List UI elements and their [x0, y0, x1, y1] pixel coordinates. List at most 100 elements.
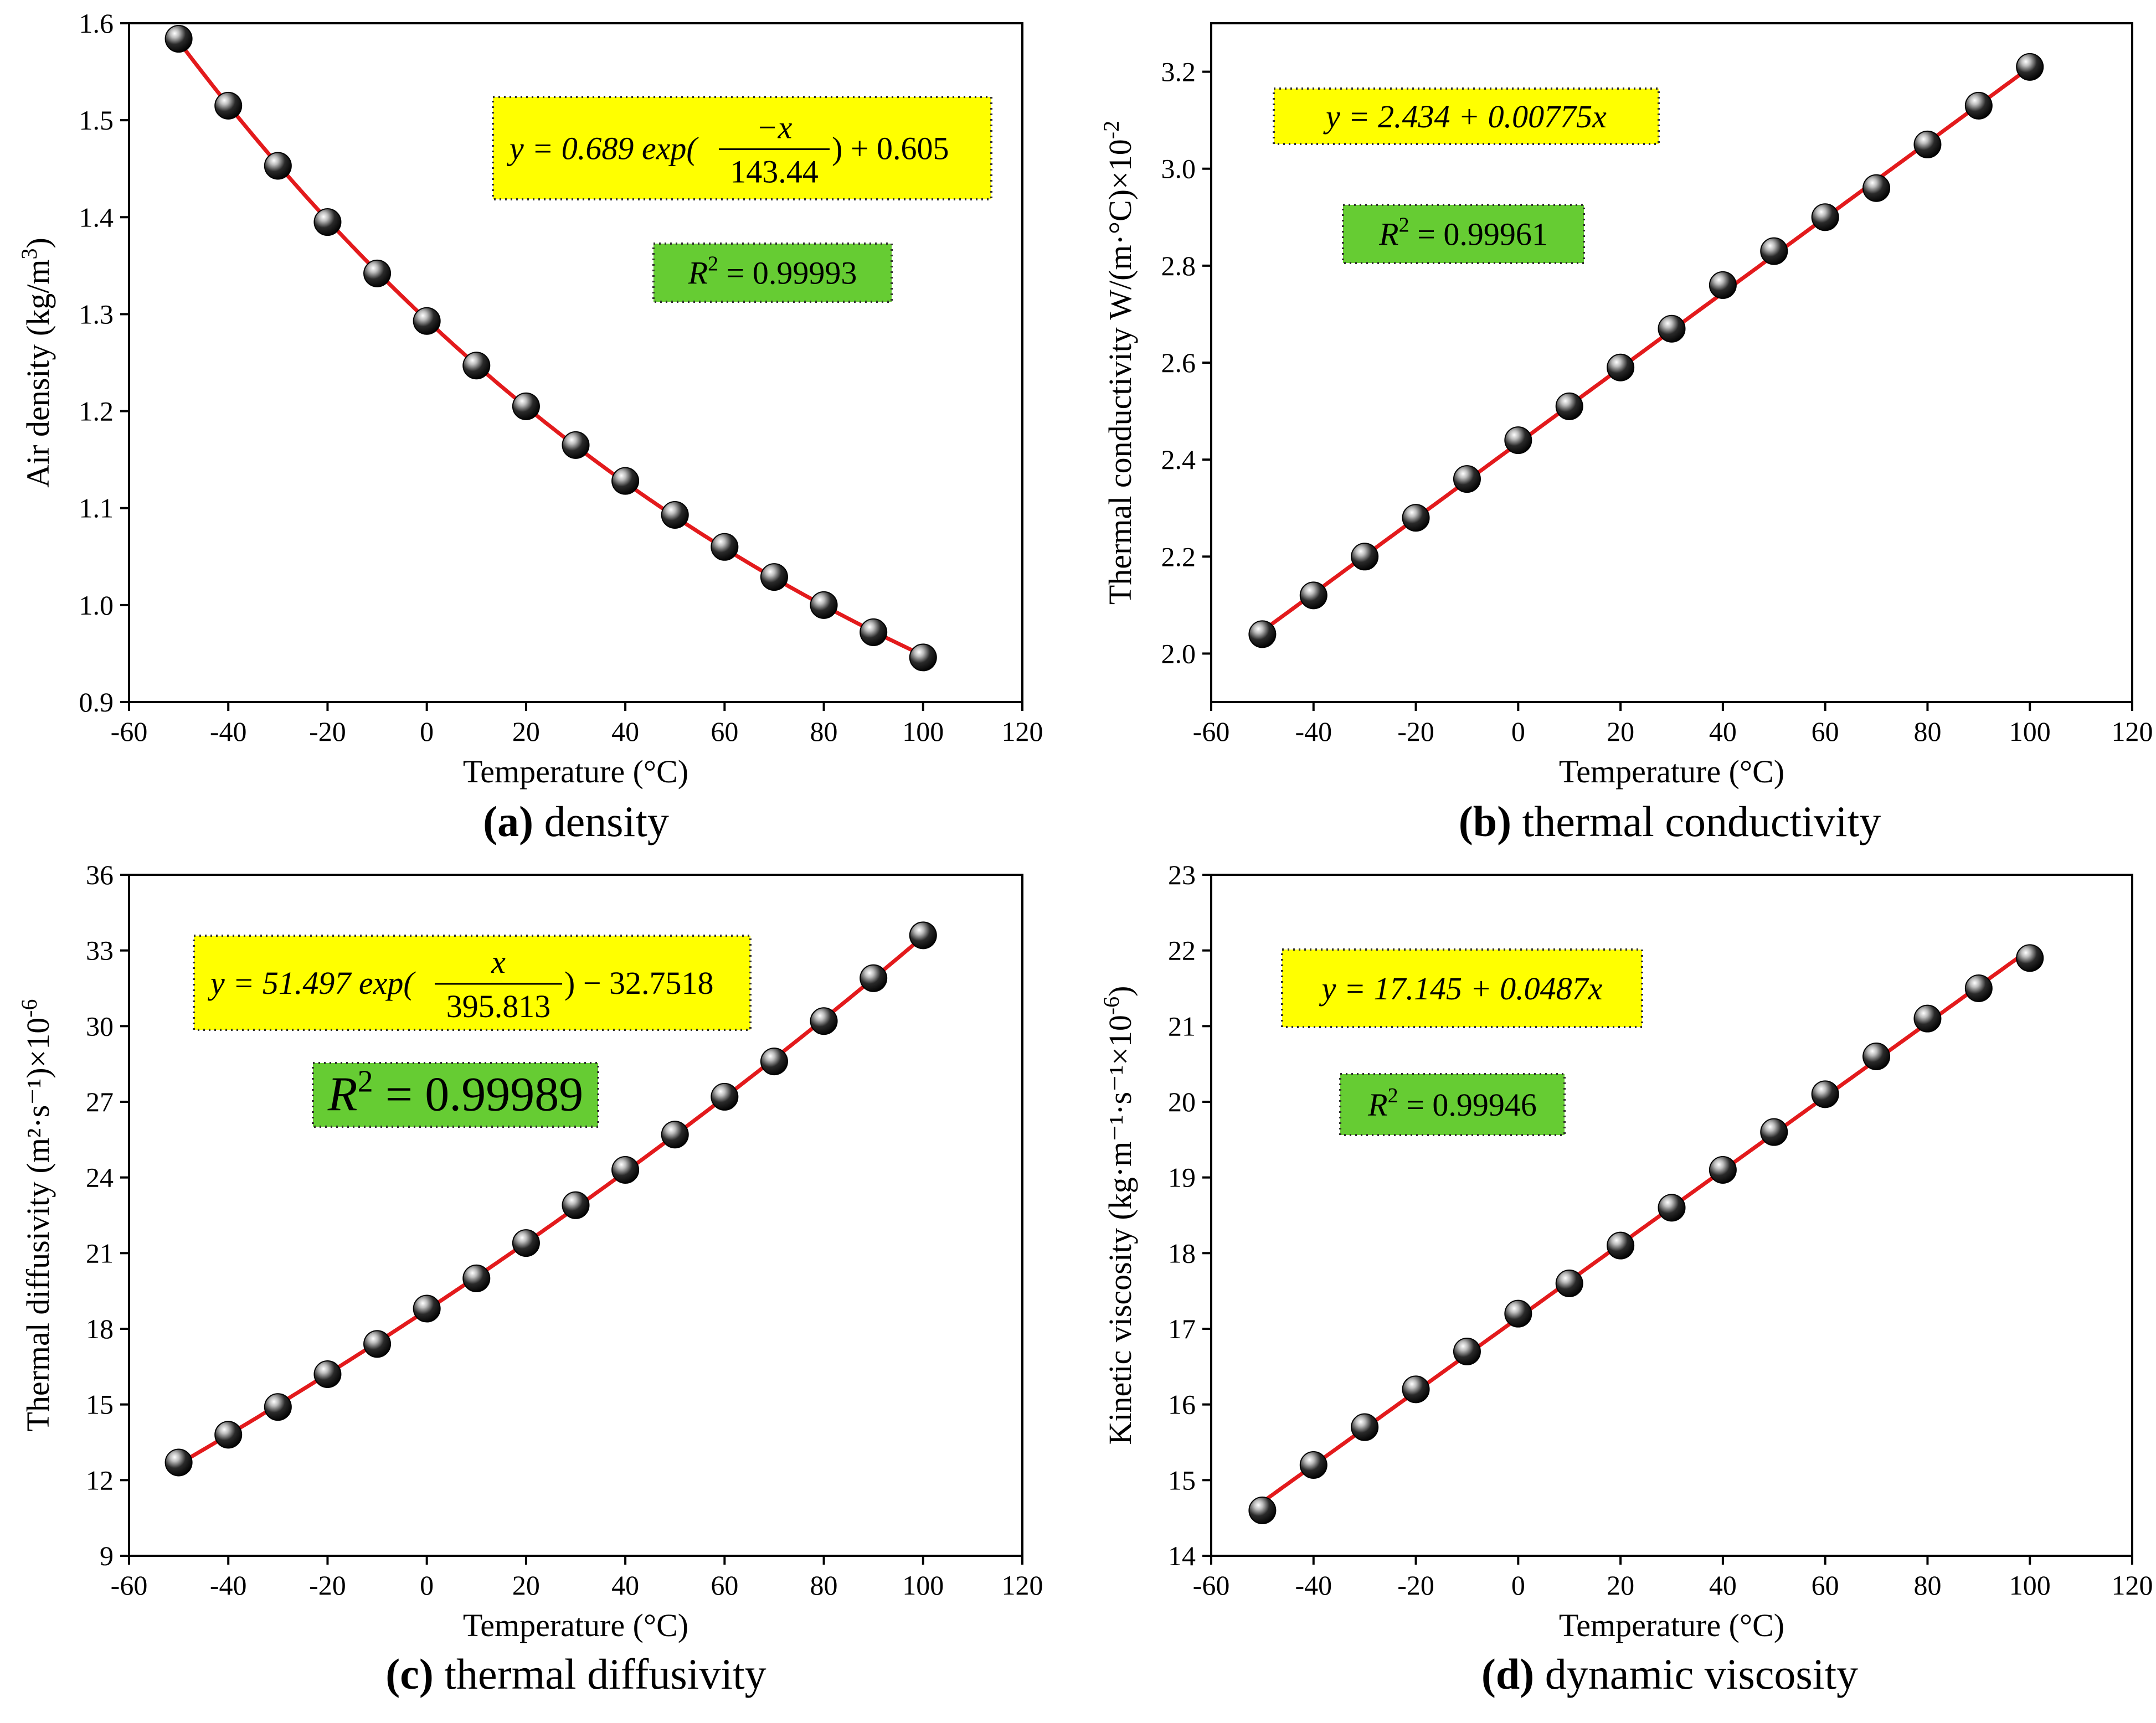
- y-axis-label: Kinetic viscosity (kg·m⁻¹·s⁻¹×10-6): [1099, 986, 1138, 1445]
- y-axis-label-main: Air density (kg/m: [20, 259, 56, 487]
- data-point: [1453, 465, 1481, 493]
- x-tick-label: -40: [1295, 1570, 1332, 1601]
- x-axis-label: Temperature (°C): [463, 754, 688, 790]
- data-point: [1964, 91, 1993, 120]
- y-tick-label: 2.0: [1161, 638, 1196, 669]
- data-point: [1299, 1451, 1327, 1479]
- data-point: [909, 643, 937, 672]
- y-tick-label: 1.1: [79, 493, 114, 524]
- x-tick-label: -20: [309, 1570, 346, 1601]
- data-point: [1811, 203, 1839, 231]
- r-squared-box: [652, 243, 893, 303]
- y-axis-label-tail: ): [1102, 986, 1138, 997]
- panel-caption: (c) thermal diffusivity: [385, 1650, 766, 1698]
- data-point: [1709, 1156, 1737, 1184]
- y-tick-label: 21: [86, 1237, 114, 1268]
- data-point: [1964, 974, 1993, 1002]
- equation-denominator: 143.44: [730, 154, 819, 190]
- y-tick-label: 2.4: [1161, 444, 1196, 475]
- plot-frame: [1210, 874, 2133, 1557]
- data-point: [562, 431, 590, 459]
- x-tick-label: 120: [2112, 1570, 2153, 1601]
- y-tick-label: 19: [1168, 1162, 1196, 1193]
- y-axis-label-main: Thermal diffusivity (m²·s⁻¹)×10: [20, 1018, 56, 1432]
- data-point: [1248, 620, 1277, 648]
- r-squared-sup: 2: [708, 252, 718, 276]
- panel-caption-text: thermal conductivity: [1511, 797, 1881, 845]
- data-point: [562, 1191, 590, 1219]
- x-axis-label: Temperature (°C): [1559, 754, 1784, 790]
- x-tick-label: -60: [111, 716, 148, 747]
- x-tick-label: 40: [1709, 716, 1737, 747]
- data-point: [214, 91, 243, 120]
- panel-d: -60 -40 -20 0 20 40 60 80 100 120 14 15 16 17 18 19 20 21…: [1099, 859, 2153, 1698]
- x-tick-label: 20: [512, 1570, 540, 1601]
- panel-caption-text: density: [533, 797, 669, 845]
- x-tick-label: 100: [2009, 716, 2051, 747]
- y-tick-label: 14: [1168, 1540, 1196, 1571]
- y-tick-label: 1.2: [79, 396, 114, 427]
- x-tick-label: 120: [2112, 716, 2153, 747]
- data-point: [363, 259, 392, 287]
- y-tick-label: 15: [1168, 1464, 1196, 1495]
- x-tick-label: 80: [810, 1570, 838, 1601]
- x-tick-label: 80: [1913, 716, 1941, 747]
- data-point: [860, 964, 888, 992]
- x-tick-label: 120: [1002, 716, 1043, 747]
- y-tick-label: 36: [86, 859, 114, 890]
- x-tick-label: 100: [902, 716, 944, 747]
- panel-caption-letter: (c): [385, 1650, 434, 1698]
- y-tick-label: 17: [1168, 1313, 1196, 1344]
- x-tick-label: -60: [111, 1570, 148, 1601]
- x-tick-label: 40: [1709, 1570, 1737, 1601]
- data-point: [1658, 1194, 1686, 1222]
- x-tick-label: 100: [902, 1570, 944, 1601]
- x-tick-label: 20: [1607, 1570, 1634, 1601]
- equation-prefix: y = 51.497 exp(: [208, 965, 416, 1001]
- panel-caption: (d) dynamic viscosity: [1481, 1650, 1858, 1698]
- data-point: [1607, 353, 1635, 381]
- data-point: [462, 352, 491, 380]
- data-point: [1402, 1375, 1430, 1404]
- r-squared-text: R2 = 0.99993: [688, 252, 857, 291]
- panel-caption: (a) density: [483, 797, 669, 845]
- y-tick-label: 1.0: [79, 590, 114, 621]
- y-tick-label: 2.6: [1161, 347, 1196, 378]
- data-point: [1862, 1043, 1891, 1070]
- x-tick-label: -20: [309, 716, 346, 747]
- y-tick-label: 2.8: [1161, 250, 1196, 281]
- x-tick-label: -40: [210, 1570, 247, 1601]
- y-tick-label: 33: [86, 935, 114, 966]
- x-tick-label: 60: [1812, 1570, 1839, 1601]
- fit-curve: [1261, 65, 2031, 633]
- x-tick-label: 0: [1511, 716, 1525, 747]
- y-tick-label: 3.0: [1161, 153, 1196, 184]
- plot-frame: [128, 22, 1023, 703]
- y-axis-label: Thermal conductivity W/(m·°C)×10-2: [1099, 121, 1138, 605]
- y-tick-label: 15: [86, 1389, 114, 1420]
- data-point: [313, 208, 342, 236]
- y-tick-label: 18: [1168, 1237, 1196, 1268]
- x-tick-label: -60: [1193, 1570, 1230, 1601]
- y-axis-label: Air density (kg/m3): [17, 238, 56, 488]
- r-squared-value: = 0.99989: [373, 1068, 584, 1122]
- r-squared-label: R: [1378, 216, 1398, 252]
- r-squared-box: [1342, 204, 1585, 264]
- y-tick-label: 20: [1168, 1086, 1196, 1117]
- y-tick-label: 9: [100, 1540, 114, 1571]
- panel-caption-letter: (a): [483, 797, 533, 845]
- y-tick-label: 22: [1168, 935, 1196, 966]
- data-point: [810, 1007, 838, 1035]
- data-point: [1862, 174, 1891, 202]
- data-point: [413, 1294, 441, 1323]
- data-point: [1760, 237, 1788, 265]
- data-point: [1504, 426, 1532, 455]
- x-tick-label: -60: [1193, 716, 1230, 747]
- data-point: [413, 307, 441, 335]
- plot-frame: [128, 874, 1023, 1557]
- y-tick-label: 16: [1168, 1389, 1196, 1420]
- fit-curve: [177, 935, 925, 1466]
- data-point: [711, 533, 739, 561]
- data-point: [611, 1156, 640, 1184]
- data-point: [1555, 392, 1583, 420]
